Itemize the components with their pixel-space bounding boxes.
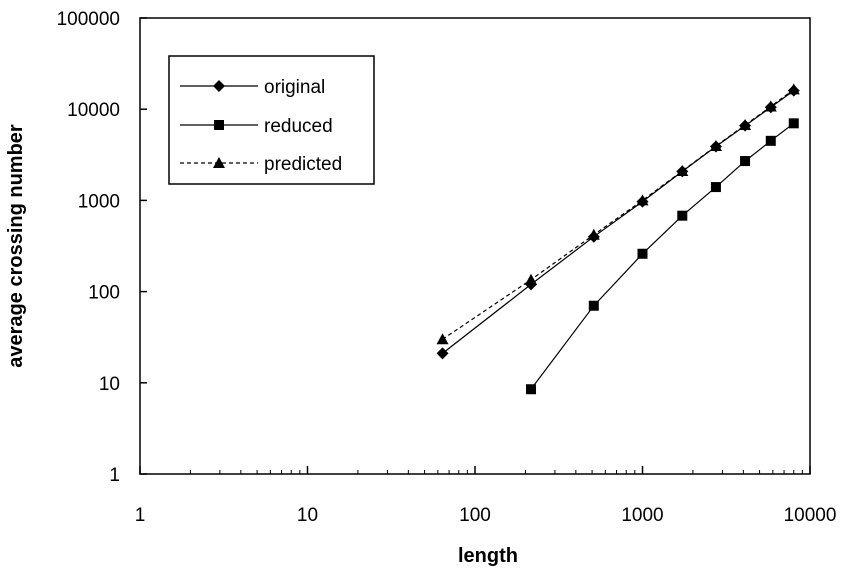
legend-marker-predicted-triangle (213, 157, 225, 168)
series-predicted (436, 83, 800, 345)
legend: original reduced predicted (168, 55, 375, 185)
legend-label-reduced: reduced (264, 116, 333, 137)
point-reduced (588, 300, 599, 311)
x-tick-label: 100 (459, 505, 491, 526)
point-predicted (587, 228, 600, 240)
x-tick-label: 10 (297, 505, 318, 526)
point-reduced (710, 182, 721, 193)
point-predicted (525, 273, 538, 285)
legend-label-predicted: predicted (264, 154, 342, 175)
legend-marker-original-diamond (213, 80, 225, 92)
y-axis-title: average crossing number (5, 124, 27, 368)
point-predicted (709, 139, 722, 151)
point-predicted (636, 194, 649, 206)
x-axis-title: length (458, 545, 518, 567)
y-tick-label: 10 (99, 374, 120, 395)
y-tick-label: 10000 (67, 100, 120, 121)
legend-marker-reduced-square (214, 120, 224, 130)
point-predicted (436, 333, 449, 345)
point-predicted (764, 100, 777, 112)
x-tick-label: 1 (135, 505, 146, 526)
point-reduced (526, 384, 537, 395)
y-tick-label: 1 (109, 465, 120, 486)
y-tick-label: 100 (88, 283, 120, 304)
point-reduced (788, 118, 799, 129)
point-reduced (677, 210, 688, 221)
point-reduced (740, 156, 751, 167)
y-tick-label: 1000 (78, 191, 120, 212)
point-predicted (787, 83, 800, 95)
x-tick-label: 10000 (784, 505, 837, 526)
series-layer (436, 83, 800, 395)
series-reduced (526, 118, 799, 395)
point-original (436, 347, 449, 360)
legend-label-original: original (264, 77, 325, 98)
legend-item-predicted: predicted (180, 154, 342, 175)
y-tick-label: 100000 (57, 9, 120, 30)
x-tick-labels: 1 10 100 1000 10000 (135, 505, 837, 526)
x-tick-label: 1000 (621, 505, 663, 526)
point-reduced (765, 135, 776, 146)
y-tick-labels: 1 10 100 1000 10000 100000 (57, 9, 120, 486)
legend-item-reduced: reduced (180, 116, 333, 137)
series-line-reduced (530, 122, 795, 390)
legend-item-original: original (180, 77, 325, 98)
major-ticks (139, 17, 811, 475)
point-reduced (637, 248, 648, 259)
point-predicted (739, 119, 752, 131)
point-predicted (676, 165, 689, 177)
